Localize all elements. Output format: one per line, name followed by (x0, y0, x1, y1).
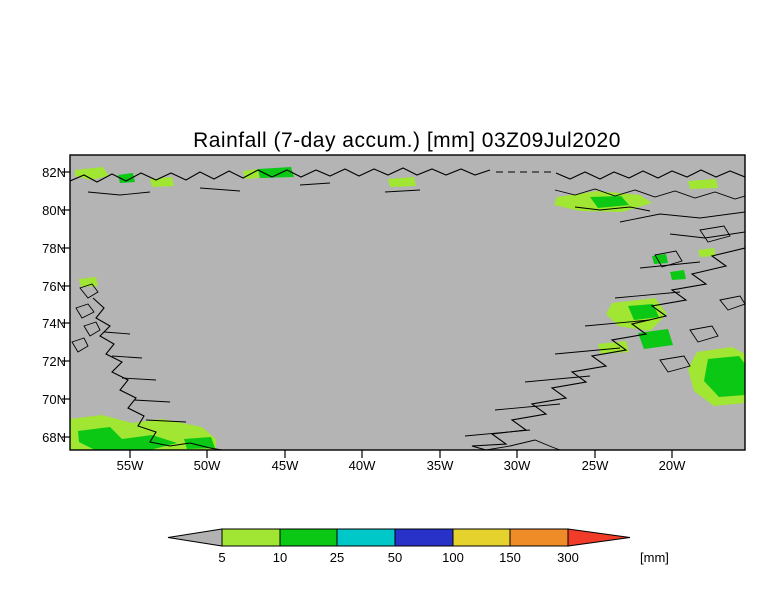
rain-patch (258, 167, 294, 178)
colorbar-segment (394, 528, 454, 547)
lon-tick-label: 45W (272, 458, 299, 473)
west-coastline (92, 297, 223, 450)
colorbar-tick-label: 10 (273, 550, 287, 565)
colorbar-tick-label: 50 (388, 550, 402, 565)
island (654, 250, 683, 268)
colorbar-tick-label: 300 (557, 550, 579, 565)
northeast-coastline (554, 188, 745, 200)
south-coast-detail (485, 439, 561, 450)
northeast-coastline (574, 206, 651, 212)
colorbar-segment (336, 528, 396, 547)
colorbar-tick-label: 100 (442, 550, 464, 565)
colorbar-tick-label: 5 (218, 550, 225, 565)
east-coastline (471, 247, 745, 450)
coast-detail (199, 187, 241, 192)
rain-patch (184, 437, 215, 449)
lat-tick-label: 78N (42, 241, 66, 256)
east-fjord (494, 403, 561, 411)
coast-detail (87, 191, 151, 196)
colorbar-labels: 5 10 25 50 100 150 300 [mm] (218, 550, 669, 565)
colorbar-segment (221, 528, 281, 547)
lat-tick-label: 70N (42, 392, 66, 407)
lon-tick-label: 50W (194, 458, 221, 473)
coastlines (70, 167, 745, 450)
rain-patch (75, 167, 109, 180)
island (719, 295, 745, 311)
lat-tick-label: 68N (42, 430, 66, 445)
lat-tick-label: 82N (42, 165, 66, 180)
rain-patch (698, 248, 716, 257)
rain-patch (688, 179, 718, 189)
east-fjord (554, 347, 621, 355)
lon-tick-label: 35W (427, 458, 454, 473)
lat-tick-label: 72N (42, 354, 66, 369)
east-fjord (619, 211, 745, 223)
lat-tick-label: 74N (42, 316, 66, 331)
colorbar-segment (509, 528, 569, 547)
colorbar-segment (279, 528, 338, 547)
east-fjord (614, 291, 681, 299)
lon-tick-label: 55W (117, 458, 144, 473)
island (83, 321, 101, 337)
lon-tick-label: 40W (349, 458, 376, 473)
island (689, 325, 719, 343)
lon-tick-label: 20W (659, 458, 686, 473)
island (75, 303, 95, 319)
lon-tick-label: 30W (504, 458, 531, 473)
colorbar-tick-label: 25 (330, 550, 344, 565)
island (79, 283, 99, 299)
east-fjord (524, 375, 591, 383)
colorbar-left-arrow (167, 528, 223, 547)
island (659, 355, 691, 373)
lat-tick-label: 80N (42, 203, 66, 218)
lat-tick-label: 76N (42, 279, 66, 294)
latitude-axis: 82N 80N 78N 76N 74N 72N 70N 68N (42, 165, 66, 445)
west-fjord (111, 355, 143, 359)
east-fjord (464, 429, 531, 437)
west-fjord (133, 399, 171, 403)
colorbar-unit-label: [mm] (640, 550, 669, 565)
longitude-axis: 55W 50W 45W 40W 35W 30W 25W 20W (117, 458, 686, 473)
rain-patch (79, 277, 98, 287)
map-frame (69, 154, 746, 451)
island (699, 225, 731, 243)
axis-tick-marks (62, 171, 673, 458)
rain-patch (388, 177, 416, 187)
island (71, 337, 89, 353)
east-fjord (584, 319, 651, 327)
chart-title: Rainfall (7-day accum.) [mm] 03Z09Jul202… (193, 129, 621, 152)
coast-detail (384, 189, 421, 193)
north-coastline (70, 167, 491, 183)
coast-detail (299, 182, 331, 186)
rain-patch (590, 196, 629, 208)
west-fjord (103, 331, 131, 335)
colorbar-segment (452, 528, 511, 547)
north-coastline (555, 169, 745, 180)
rain-patch (670, 270, 686, 280)
colorbar-tick-label: 150 (499, 550, 521, 565)
rain-patch (118, 173, 135, 183)
rain-patch (78, 427, 177, 450)
colorbar (167, 528, 631, 547)
rain-patch (628, 304, 659, 320)
rain-patch (704, 356, 745, 397)
lon-tick-label: 25W (582, 458, 609, 473)
colorbar-right-arrow (567, 528, 631, 547)
west-fjord (121, 377, 157, 381)
west-fjord (145, 419, 187, 423)
